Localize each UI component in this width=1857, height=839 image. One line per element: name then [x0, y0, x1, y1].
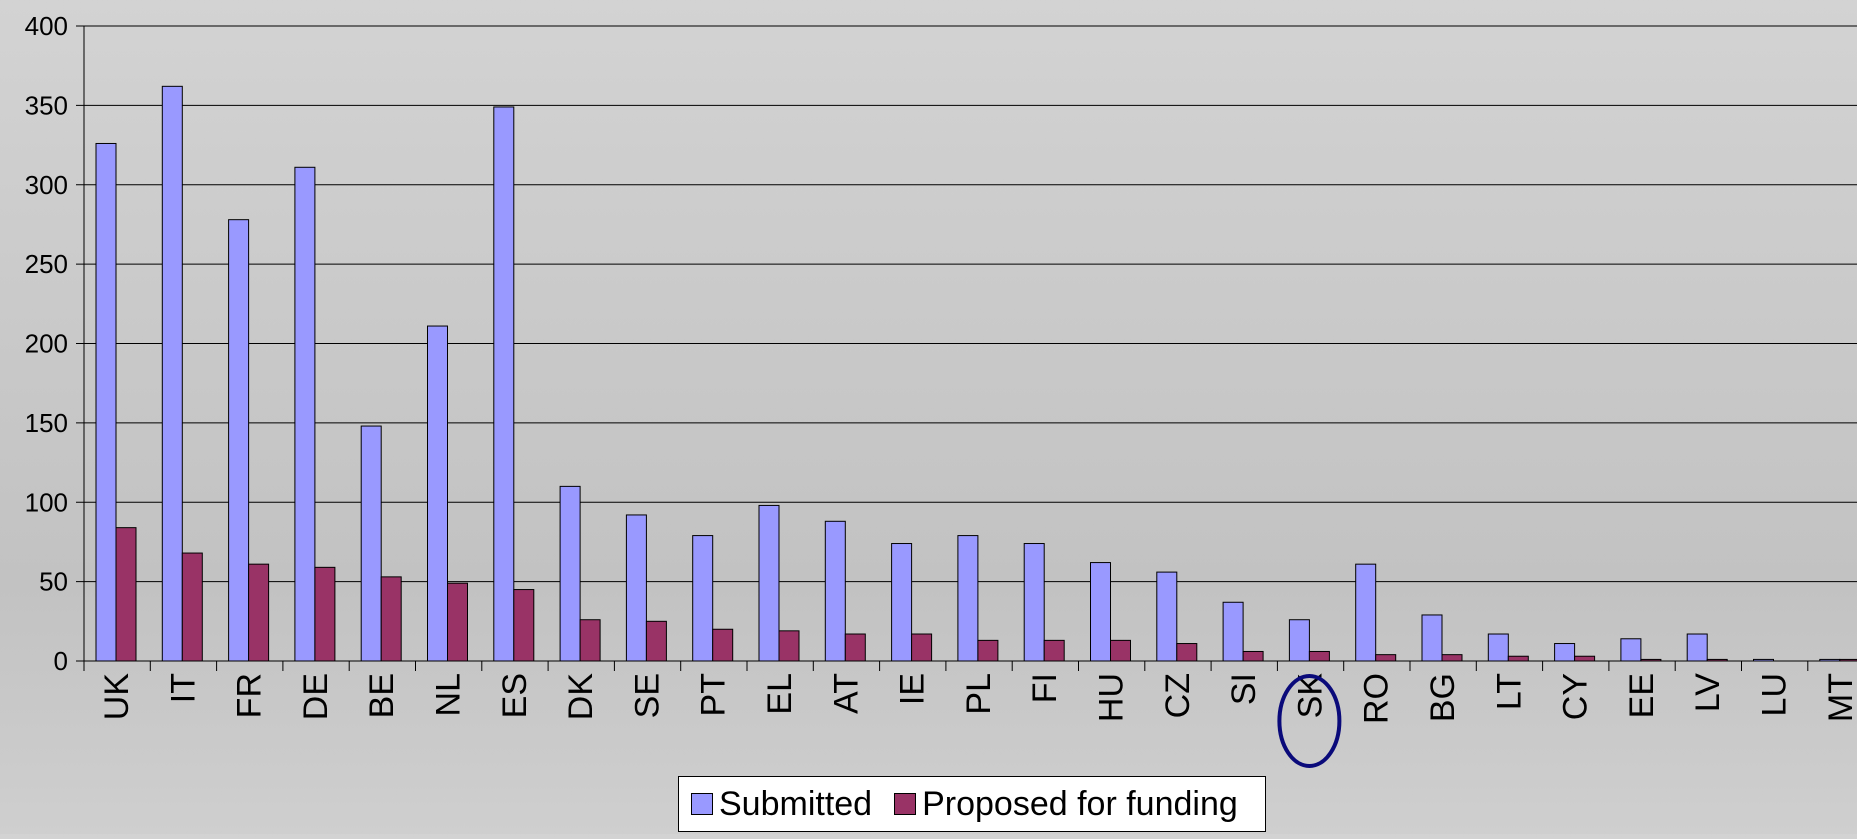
legend-swatch-proposed: [894, 793, 917, 815]
x-tick-label: IE: [894, 673, 932, 705]
x-tick-label: EE: [1623, 673, 1661, 718]
bar-proposed: [1176, 643, 1198, 662]
bar-proposed: [1507, 655, 1529, 662]
bar-submitted: [1620, 638, 1642, 662]
bar-proposed: [1574, 655, 1596, 662]
bar-submitted: [1090, 562, 1111, 662]
bar-submitted: [625, 514, 647, 662]
bar-submitted: [1819, 658, 1841, 662]
bar-submitted: [1487, 633, 1509, 662]
bar-submitted: [360, 425, 382, 662]
bar-proposed: [645, 620, 667, 662]
bar-submitted: [294, 166, 316, 662]
bar-submitted: [957, 535, 979, 662]
x-tick-label: BG: [1424, 673, 1462, 722]
x-tick-label: SE: [628, 673, 666, 718]
x-tick-label: IT: [164, 673, 202, 703]
legend: Submitted Proposed for funding: [678, 776, 1266, 832]
bar-submitted: [1288, 619, 1310, 662]
y-tick-label: 150: [25, 408, 68, 438]
x-tick-label: HU: [1093, 673, 1131, 722]
x-tick-label: LU: [1756, 673, 1794, 716]
bar-submitted: [95, 142, 117, 662]
bar-submitted: [493, 106, 515, 662]
x-tick-label: PT: [695, 673, 733, 716]
bar-proposed: [1839, 658, 1857, 662]
bar-submitted: [1023, 543, 1045, 662]
x-tick-label: BE: [363, 673, 401, 718]
bar-submitted: [1222, 601, 1244, 662]
x-tick-label: AT: [827, 673, 865, 714]
bar-submitted: [1753, 658, 1774, 662]
bar-proposed: [1706, 658, 1728, 662]
bar-submitted: [1686, 633, 1708, 662]
y-tick-label: 200: [25, 329, 68, 359]
bar-proposed: [579, 619, 601, 662]
legend-item-proposed: Proposed for funding: [894, 785, 1238, 824]
bar-submitted: [891, 543, 913, 662]
legend-swatch-submitted: [691, 793, 713, 815]
y-tick-label: 250: [25, 249, 68, 279]
x-tick-label: UK: [98, 673, 136, 721]
bar-proposed: [380, 576, 402, 662]
bar-submitted: [1156, 571, 1178, 662]
x-tick-label: NL: [430, 673, 468, 716]
bar-proposed: [447, 582, 468, 662]
bar-proposed: [1640, 658, 1662, 662]
legend-item-submitted: Submitted: [691, 785, 872, 824]
bar-proposed: [844, 633, 866, 662]
x-tick-label: MT: [1822, 673, 1857, 722]
bar-proposed: [1308, 650, 1330, 662]
bar-submitted: [824, 520, 846, 662]
bar-submitted: [1421, 614, 1443, 662]
bar-proposed: [181, 552, 203, 662]
bar-submitted: [559, 485, 581, 662]
bar-proposed: [1242, 650, 1264, 662]
x-tick-label: DK: [562, 673, 600, 721]
highlight-ellipse: [1277, 674, 1342, 768]
y-tick-label: 400: [25, 11, 68, 41]
bar-proposed: [778, 630, 800, 662]
y-tick-label: 100: [25, 487, 68, 517]
x-tick-label: PL: [960, 673, 998, 715]
x-tick-label: CZ: [1159, 673, 1197, 718]
bar-proposed: [1375, 654, 1397, 662]
y-tick-label: 300: [25, 170, 68, 200]
bar-proposed: [314, 566, 336, 662]
bar-proposed: [977, 639, 999, 662]
bar-proposed: [1110, 639, 1131, 662]
x-tick-label: RO: [1358, 673, 1396, 724]
x-tick-label: FI: [1026, 673, 1064, 703]
legend-label-submitted: Submitted: [719, 784, 873, 823]
bar-proposed: [1043, 639, 1065, 662]
bar-proposed: [513, 589, 535, 662]
legend-label-proposed: Proposed for funding: [922, 784, 1238, 823]
x-tick-label: EL: [761, 673, 799, 715]
bar-submitted: [1355, 563, 1377, 662]
bar-proposed: [712, 628, 734, 662]
y-tick-label: 350: [25, 90, 68, 120]
y-tick-label: 50: [39, 567, 68, 597]
bar-proposed: [911, 633, 933, 662]
bar-submitted: [427, 325, 448, 662]
bar-submitted: [758, 504, 780, 662]
bar-submitted: [161, 85, 183, 662]
bar-proposed: [248, 563, 270, 662]
bar-submitted: [692, 535, 714, 662]
x-tick-label: SI: [1225, 673, 1263, 705]
x-tick-label: LT: [1490, 673, 1528, 710]
x-tick-label: FR: [231, 673, 269, 718]
x-tick-label: ES: [496, 673, 534, 718]
bar-submitted: [1554, 643, 1576, 662]
x-tick-label: DE: [297, 673, 335, 720]
y-tick-label: 0: [54, 646, 68, 676]
bar-submitted: [228, 219, 250, 662]
x-tick-label: LV: [1689, 673, 1727, 712]
bar-proposed: [115, 527, 137, 662]
x-tick-label: CY: [1557, 673, 1595, 720]
bar-proposed: [1441, 654, 1463, 662]
